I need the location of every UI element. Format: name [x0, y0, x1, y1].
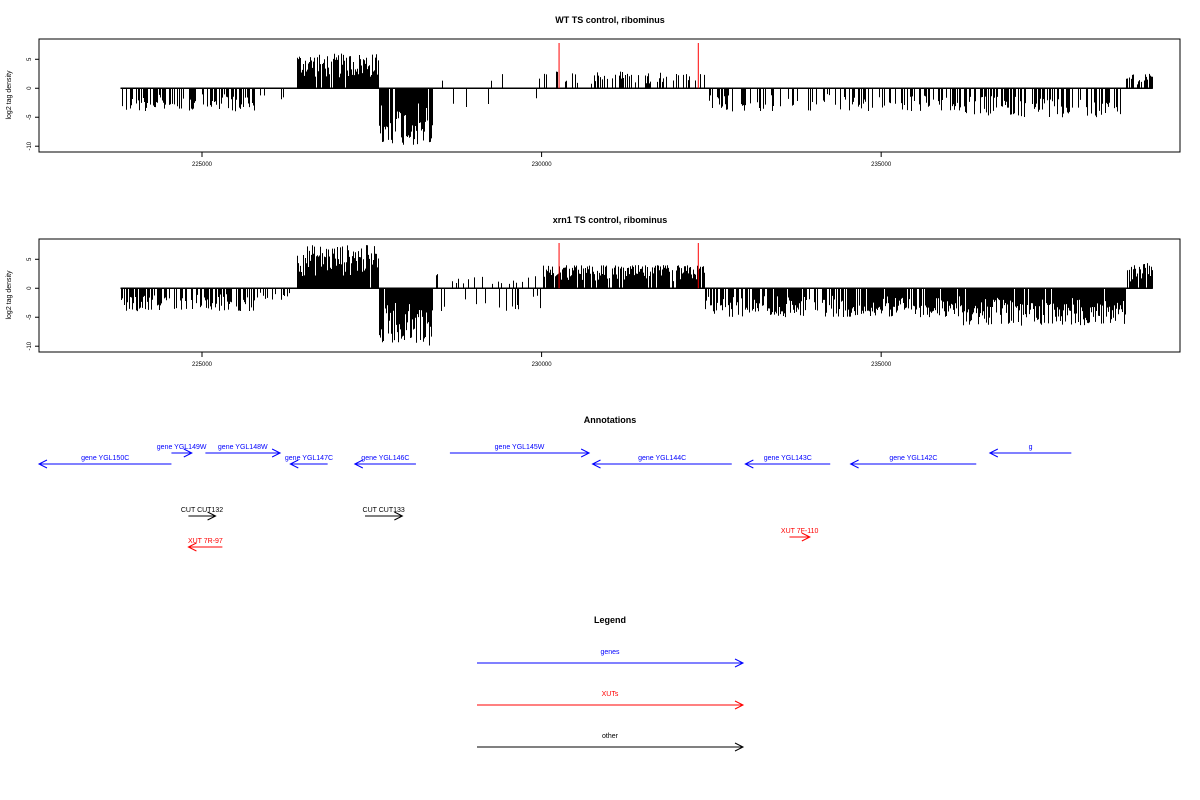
wt-panel-title: WT TS control, ribominus — [555, 15, 665, 25]
feature-label: CUT CUT132 — [181, 507, 223, 514]
legend-label: genes — [600, 649, 620, 656]
feature-arrowhead — [394, 511, 404, 521]
y-tick-label: -10 — [27, 141, 33, 150]
y-tick-label: 0 — [27, 286, 33, 290]
feature-label: gene YGL143C — [764, 455, 812, 462]
feature-arrowhead — [37, 459, 48, 469]
legend-label: XUTs — [602, 691, 619, 698]
annotation-feature: gene YGL144C — [591, 455, 732, 469]
feature-label: gene YGL142C — [889, 455, 937, 462]
x-tick-label: 235000 — [871, 362, 892, 368]
annotation-feature: g — [988, 444, 1072, 458]
legend: Legend genes XUTs other — [477, 615, 745, 752]
legend-arrowhead — [734, 658, 745, 668]
feature-label: gene YGL147C — [285, 455, 333, 462]
legend-label: other — [602, 733, 619, 740]
xrn1-plot-frame — [38, 238, 1181, 353]
feature-arrowhead — [591, 459, 601, 469]
legend-title: Legend — [594, 615, 626, 625]
y-tick-label: 5 — [27, 257, 33, 261]
annotation-feature: CUT CUT133 — [363, 507, 405, 521]
feature-arrowhead — [207, 511, 217, 521]
x-tick-label: 230000 — [532, 362, 553, 368]
annotation-feature: gene YGL142C — [849, 455, 977, 469]
feature-list: gene YGL150C gene YGL149W gene YGL148W gene… — [37, 444, 1072, 552]
x-tick-label: 235000 — [871, 162, 892, 168]
annotation-feature: CUT CUT132 — [181, 507, 223, 521]
wt-density-panel: WT TS control, ribominus 225000 230000 235… — [6, 15, 1181, 168]
annotation-feature: gene YGL145W — [449, 444, 591, 458]
feature-arrowhead — [183, 448, 193, 458]
y-tick-label: -5 — [27, 314, 33, 320]
xrn1-bars — [120, 243, 1153, 346]
feature-arrowhead — [580, 448, 591, 458]
x-tick-label: 225000 — [192, 162, 213, 168]
x-tick-label: 225000 — [192, 362, 213, 368]
annotation-feature: gene YGL146C — [353, 455, 416, 469]
legend-item: other — [477, 733, 745, 752]
annotation-feature: gene YGL147C — [285, 455, 333, 469]
wt-axes: 225000 230000 235000 5 0 -5 -10 — [27, 57, 892, 168]
feature-arrowhead — [271, 448, 282, 458]
feature-label: gene YGL145W — [495, 444, 545, 451]
feature-label: g — [1029, 444, 1033, 451]
annotation-feature: gene YGL149W — [157, 444, 207, 458]
feature-label: gene YGL149W — [157, 444, 207, 451]
annotation-feature: gene YGL143C — [744, 455, 831, 469]
feature-label: gene YGL148W — [218, 444, 268, 451]
annotations-title: Annotations — [584, 415, 637, 425]
xrn1-y-axis-label: log2 tag density — [6, 270, 13, 320]
annotation-feature: XUT 7R-97 — [187, 538, 223, 552]
x-tick-label: 230000 — [532, 162, 553, 168]
annotation-feature: XUT 7F-110 — [781, 528, 819, 542]
feature-label: XUT 7F-110 — [781, 528, 819, 535]
annotation-feature: gene YGL148W — [205, 444, 282, 458]
feature-arrowhead — [849, 459, 859, 469]
wt-y-axis-label: log2 tag density — [6, 70, 13, 120]
legend-item: XUTs — [477, 691, 745, 710]
xrn1-density-panel: xrn1 TS control, ribominus 225000 230000 2… — [6, 215, 1181, 368]
legend-items: genes XUTs other — [477, 649, 745, 752]
wt-bars — [120, 43, 1153, 145]
feature-label: gene YGL146C — [361, 455, 409, 462]
legend-item: genes — [477, 649, 745, 668]
feature-arrowhead — [289, 459, 299, 469]
feature-label: gene YGL144C — [638, 455, 686, 462]
feature-arrowhead — [801, 532, 811, 542]
legend-arrowhead — [734, 700, 745, 710]
xrn1-axes: 225000 230000 235000 5 0 -5 -10 — [27, 257, 892, 368]
y-tick-label: 0 — [27, 86, 33, 90]
feature-label: gene YGL150C — [81, 455, 129, 462]
feature-label: XUT 7R-97 — [188, 538, 223, 545]
feature-arrowhead — [353, 459, 364, 469]
y-tick-label: 5 — [27, 57, 33, 61]
feature-arrowhead — [744, 459, 754, 469]
feature-label: CUT CUT133 — [363, 507, 405, 514]
xrn1-panel-title: xrn1 TS control, ribominus — [553, 215, 668, 225]
y-tick-label: -10 — [27, 341, 33, 350]
annotation-feature: gene YGL150C — [37, 455, 172, 469]
feature-arrowhead — [988, 448, 999, 458]
y-tick-label: -5 — [27, 114, 33, 120]
wt-plot-frame — [38, 38, 1181, 153]
feature-arrowhead — [187, 542, 197, 552]
legend-arrowhead — [734, 742, 745, 752]
